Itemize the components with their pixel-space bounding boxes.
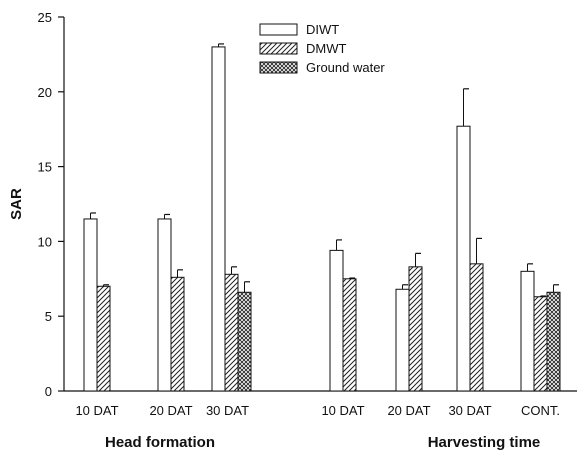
y-axis-title: SAR xyxy=(8,188,25,220)
bar-diwt xyxy=(157,218,172,392)
legend-swatch-dmwt xyxy=(259,42,298,55)
group-label: Harvesting time xyxy=(428,434,541,451)
x-category-label: 30 DAT xyxy=(206,403,249,418)
bar-diwt xyxy=(211,46,226,392)
bar-dmwt xyxy=(170,276,185,392)
x-category-label: 20 DAT xyxy=(149,403,192,418)
legend-label: DIWT xyxy=(306,22,339,37)
bar-ground-water xyxy=(237,291,252,392)
x-category-label: 10 DAT xyxy=(321,403,364,418)
bar-dmwt xyxy=(342,278,357,392)
bar-diwt xyxy=(83,218,98,392)
y-tick-label: 0 xyxy=(45,384,52,399)
x-category-label: 10 DAT xyxy=(75,403,118,418)
y-tick-label: 20 xyxy=(38,85,52,100)
bar-diwt xyxy=(395,288,410,392)
legend-swatch-diwt xyxy=(259,23,298,36)
bar-dmwt xyxy=(408,266,423,392)
bar-diwt xyxy=(329,249,344,392)
x-category-label: 20 DAT xyxy=(387,403,430,418)
legend-swatch-ground-water xyxy=(259,61,298,74)
bar-diwt xyxy=(520,270,535,392)
bar-diwt xyxy=(456,125,471,392)
x-category-label: 30 DAT xyxy=(448,403,491,418)
bar-dmwt xyxy=(224,273,239,392)
y-tick-label: 5 xyxy=(45,309,52,324)
y-tick-label: 10 xyxy=(38,234,52,249)
legend-label: Ground water xyxy=(306,60,385,75)
y-tick-label: 15 xyxy=(38,160,52,175)
bar-dmwt xyxy=(96,285,111,392)
legend-label: DMWT xyxy=(306,41,346,56)
bar-ground-water xyxy=(546,291,561,392)
y-tick-label: 25 xyxy=(38,10,52,25)
bar-dmwt xyxy=(469,263,484,392)
group-label: Head formation xyxy=(105,434,215,451)
x-category-label: CONT. xyxy=(521,403,560,418)
bar-dmwt xyxy=(533,296,548,392)
